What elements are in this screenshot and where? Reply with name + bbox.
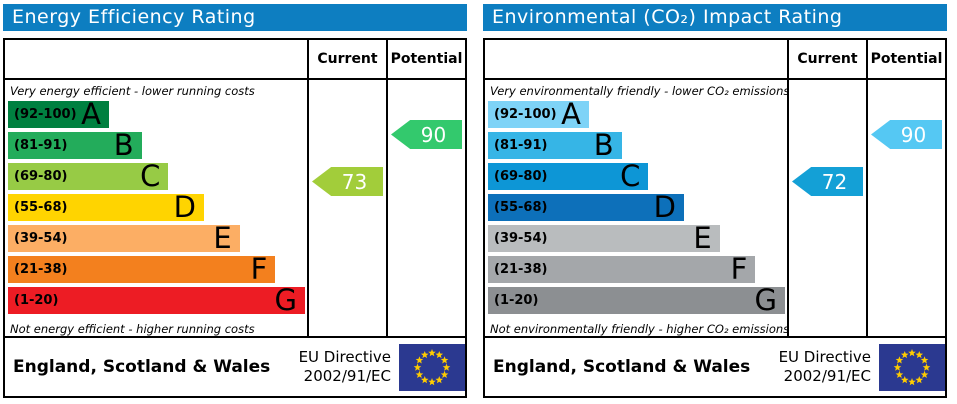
potential-rating-value: 90 [900, 122, 927, 147]
band-range: (1-20) [494, 293, 539, 308]
eu-directive-label: EU Directive 2002/91/EC [299, 348, 391, 386]
band-row-d: (55-68) D [488, 190, 685, 224]
band-row-c: (69-80) C [8, 159, 169, 193]
band-row-g: (1-20) G [488, 283, 785, 317]
top-note: Very energy efficient - lower running co… [10, 83, 255, 98]
potential-rating-arrow: 90 [391, 120, 462, 149]
energy-rating-table: Current Potential Very energy efficient … [3, 38, 467, 398]
current-rating-arrow: 73 [312, 167, 383, 196]
band-row-f: (21-38) F [488, 252, 756, 286]
band-row-c: (69-80) C [488, 159, 649, 193]
band-letter: D [173, 190, 197, 224]
eu-directive-line2: 2002/91/EC [783, 367, 871, 385]
footer-region-label: England, Scotland & Wales [13, 357, 271, 377]
panel-title-energy: Energy Efficiency Rating [3, 4, 467, 31]
band-letter: D [653, 190, 677, 224]
current-rating-arrow: 72 [792, 167, 863, 196]
header-spacer [5, 40, 307, 78]
band-letter: A [81, 97, 101, 131]
bottom-note: Not environmentally friendly - higher CO… [490, 321, 787, 336]
potential-column-header: Potential [386, 40, 465, 78]
band-range: (1-20) [14, 293, 59, 308]
band-range: (92-100) [494, 107, 557, 122]
column-header-row: Current Potential [485, 40, 945, 80]
environmental-impact-panel: Environmental (CO₂) Impact Rating Curren… [483, 4, 947, 398]
band-row-b: (81-91) B [488, 128, 622, 162]
band-range: (55-68) [14, 200, 68, 215]
potential-column: 90 [866, 80, 945, 336]
band-range: (39-54) [14, 231, 68, 246]
band-range: (69-80) [494, 169, 548, 184]
band-letter: F [250, 252, 268, 286]
panel-title-environmental: Environmental (CO₂) Impact Rating [483, 4, 947, 31]
band-letter: A [561, 97, 581, 131]
band-letter: C [620, 159, 641, 193]
bands-area: Very energy efficient - lower running co… [5, 80, 307, 336]
current-rating-value: 72 [821, 169, 848, 194]
potential-column-header: Potential [866, 40, 945, 78]
band-range: (21-38) [14, 262, 68, 277]
current-column: 72 [787, 80, 866, 336]
eu-directive-line1: EU Directive [778, 348, 871, 367]
rating-body: Very energy efficient - lower running co… [5, 80, 465, 336]
footer-row: England, Scotland & Wales EU Directive 2… [485, 336, 945, 396]
current-column: 73 [307, 80, 386, 336]
header-spacer [485, 40, 787, 78]
band-letter: B [593, 128, 614, 162]
bands-area: Very environmentally friendly - lower CO… [485, 80, 787, 336]
band-range: (69-80) [14, 169, 68, 184]
band-range: (55-68) [494, 200, 548, 215]
column-header-row: Current Potential [5, 40, 465, 80]
potential-rating-value: 90 [420, 122, 447, 147]
environmental-rating-table: Current Potential Very environmentally f… [483, 38, 947, 398]
current-column-header: Current [307, 40, 386, 78]
potential-column: 90 [386, 80, 465, 336]
band-list: (92-100) A (81-91) B (69-80) C (55-68) [485, 97, 787, 317]
current-rating-value: 73 [341, 169, 368, 194]
current-column-header: Current [787, 40, 866, 78]
rating-body: Very environmentally friendly - lower CO… [485, 80, 945, 336]
eu-directive-label: EU Directive 2002/91/EC [779, 348, 871, 386]
eu-flag-icon [879, 343, 945, 391]
footer-row: England, Scotland & Wales EU Directive 2… [5, 336, 465, 396]
band-row-a: (92-100) A [8, 97, 109, 131]
band-range: (81-91) [14, 138, 68, 153]
band-letter: G [274, 283, 297, 317]
band-letter: F [730, 252, 748, 286]
band-list: (92-100) A (81-91) B (69-80) C (55-68) [5, 97, 307, 317]
band-row-f: (21-38) F [8, 252, 276, 286]
band-row-a: (92-100) A [488, 97, 589, 131]
band-letter: E [693, 221, 712, 255]
band-letter: G [754, 283, 777, 317]
eu-directive-line2: 2002/91/EC [303, 367, 391, 385]
band-letter: C [140, 159, 161, 193]
top-note: Very environmentally friendly - lower CO… [490, 83, 787, 98]
band-range: (92-100) [14, 107, 77, 122]
band-range: (39-54) [494, 231, 548, 246]
energy-efficiency-panel: Energy Efficiency Rating Current Potenti… [3, 4, 467, 398]
footer-region-label: England, Scotland & Wales [493, 357, 751, 377]
band-row-e: (39-54) E [488, 221, 720, 255]
band-range: (81-91) [494, 138, 548, 153]
band-range: (21-38) [494, 262, 548, 277]
bottom-note: Not energy efficient - higher running co… [10, 321, 255, 336]
potential-rating-arrow: 90 [871, 120, 942, 149]
band-row-d: (55-68) D [8, 190, 205, 224]
eu-directive-line1: EU Directive [298, 348, 391, 367]
eu-flag-icon [399, 343, 465, 391]
band-row-g: (1-20) G [8, 283, 305, 317]
band-letter: E [213, 221, 232, 255]
band-letter: B [113, 128, 134, 162]
band-row-b: (81-91) B [8, 128, 142, 162]
band-row-e: (39-54) E [8, 221, 240, 255]
